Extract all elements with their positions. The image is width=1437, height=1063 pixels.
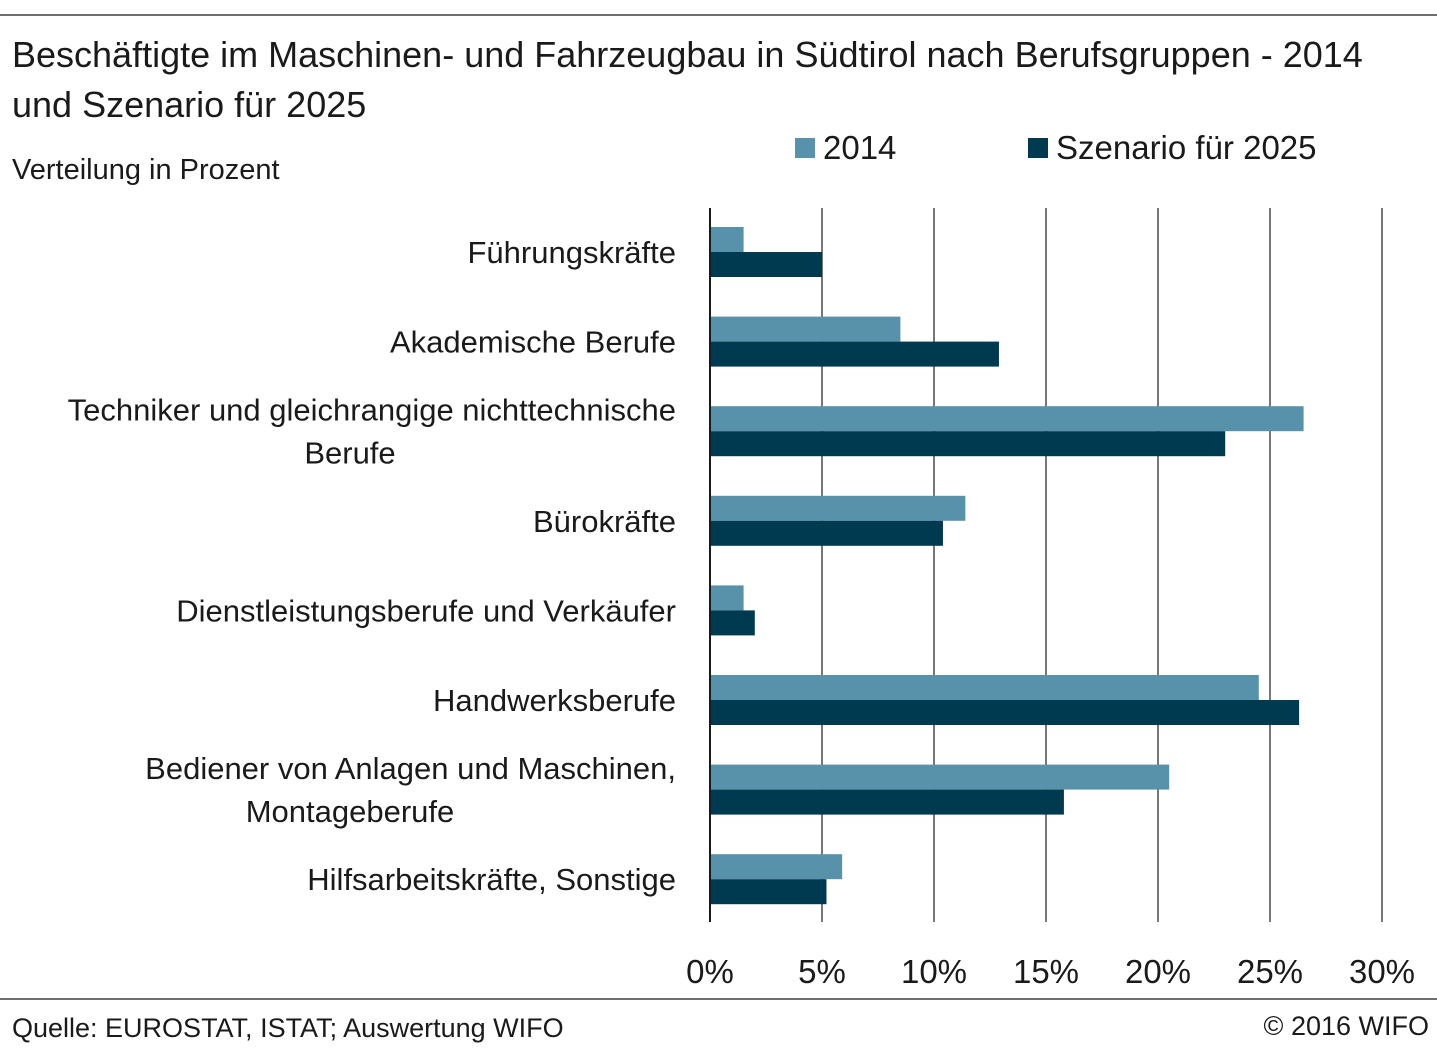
category-label: Führungskräfte: [468, 235, 677, 270]
legend-label-2014: 2014: [823, 129, 897, 166]
legend-swatch-2025: [1028, 138, 1048, 158]
bar-2025: [711, 879, 827, 905]
x-tick-label: 10%: [901, 953, 967, 990]
bar-2025: [711, 341, 999, 367]
bar-2025: [711, 610, 755, 636]
bar-chart: 0% 5% 10% 15% 20% 25% 30% Führungskräfte Akademi…: [68, 208, 1415, 990]
chart-subtitle: Verteilung in Prozent: [12, 154, 280, 186]
bar-2025: [711, 700, 1300, 725]
x-tick-label: 5%: [798, 953, 846, 990]
bar-2014: [711, 406, 1304, 432]
x-tick-label: 30%: [1349, 953, 1415, 990]
x-tick-label: 20%: [1125, 953, 1191, 990]
category-label: Bürokräfte: [533, 504, 676, 539]
bar-2025: [711, 431, 1226, 457]
bar-2014: [711, 495, 966, 521]
category-label: Handwerksberufe: [433, 683, 676, 718]
x-tick-label: 15%: [1013, 953, 1079, 990]
category-label: Montageberufe: [246, 794, 455, 829]
x-tick-label: 0%: [686, 953, 734, 990]
legend-label-2025: Szenario für 2025: [1056, 129, 1317, 166]
bar-2025: [711, 520, 943, 546]
bar-2014: [711, 585, 744, 611]
bar-2014: [711, 316, 901, 342]
x-tick-label: 25%: [1237, 953, 1303, 990]
category-label: Bediener von Anlagen und Maschinen,: [145, 751, 676, 786]
bar-2014: [711, 675, 1259, 700]
category-label: Dienstleistungsberufe und Verkäufer: [176, 593, 676, 628]
legend-item-2025: Szenario für 2025: [1028, 128, 1317, 168]
bar-2014: [711, 227, 744, 252]
bar-2025: [711, 789, 1064, 815]
bar-2014: [711, 764, 1170, 790]
bar-2025: [711, 252, 822, 277]
copyright-note: © 2016 WIFO: [1263, 1011, 1429, 1041]
category-label: Berufe: [304, 436, 395, 471]
top-rule: [0, 14, 1437, 16]
category-label: Hilfsarbeitskräfte, Sonstige: [307, 862, 676, 897]
bottom-rule: [0, 998, 1437, 1000]
category-label: Techniker und gleichrangige nichttechnis…: [68, 393, 676, 428]
category-label: Akademische Berufe: [390, 325, 676, 360]
source-note: Quelle: EUROSTAT, ISTAT; Auswertung WIFO: [12, 1013, 564, 1043]
chart-title: Beschäftigte im Maschinen- und Fahrzeugb…: [12, 34, 1363, 125]
legend-item-2014: 2014: [795, 128, 896, 168]
bar-2014: [711, 854, 843, 880]
legend-swatch-2014: [795, 138, 815, 158]
